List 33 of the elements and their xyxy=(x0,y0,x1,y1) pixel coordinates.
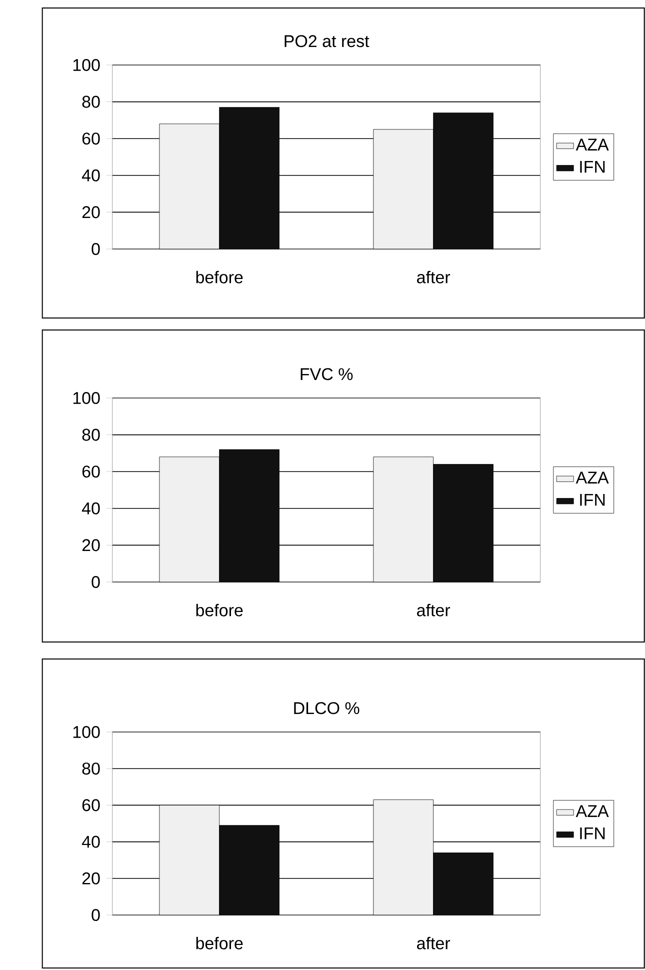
y-tick-label: 40 xyxy=(82,836,100,848)
y-tick-label: 80 xyxy=(82,762,100,775)
legend-label: IFN xyxy=(580,160,604,173)
y-tick-label: 60 xyxy=(82,132,100,145)
x-tick-label: before xyxy=(196,936,243,950)
legend-label: AZA xyxy=(576,138,609,150)
y-tick-label: 40 xyxy=(82,169,100,182)
x-tick-label: after xyxy=(416,604,450,616)
chart-title: PO2 at rest xyxy=(284,35,370,48)
y-tick-label: 60 xyxy=(82,466,100,478)
legend-label: IFN xyxy=(580,494,604,506)
chart-title: FVC % xyxy=(300,368,352,380)
y-tick-label: 80 xyxy=(82,96,100,108)
y-tick-label: 0 xyxy=(92,242,100,256)
x-tick-label: before xyxy=(196,604,243,616)
y-tick-label: 20 xyxy=(82,539,100,552)
y-tick-label: 20 xyxy=(82,872,100,884)
y-tick-label: 100 xyxy=(73,392,100,404)
legend-label: AZA xyxy=(576,805,609,817)
y-tick-label: 80 xyxy=(82,428,100,441)
y-tick-label: 20 xyxy=(82,206,100,218)
x-tick-label: after xyxy=(416,936,450,950)
y-tick-label: 0 xyxy=(92,908,100,922)
legend-label: AZA xyxy=(576,472,609,484)
chart-title: DLCO % xyxy=(294,702,360,714)
y-tick-label: 0 xyxy=(92,576,100,588)
y-tick-label: 100 xyxy=(73,726,100,738)
x-tick-label: after xyxy=(416,270,450,284)
y-tick-label: 40 xyxy=(82,502,100,514)
y-tick-label: 60 xyxy=(82,799,100,812)
legend-label: IFN xyxy=(580,827,604,840)
y-tick-label: 100 xyxy=(73,58,100,72)
x-tick-label: before xyxy=(196,270,243,284)
